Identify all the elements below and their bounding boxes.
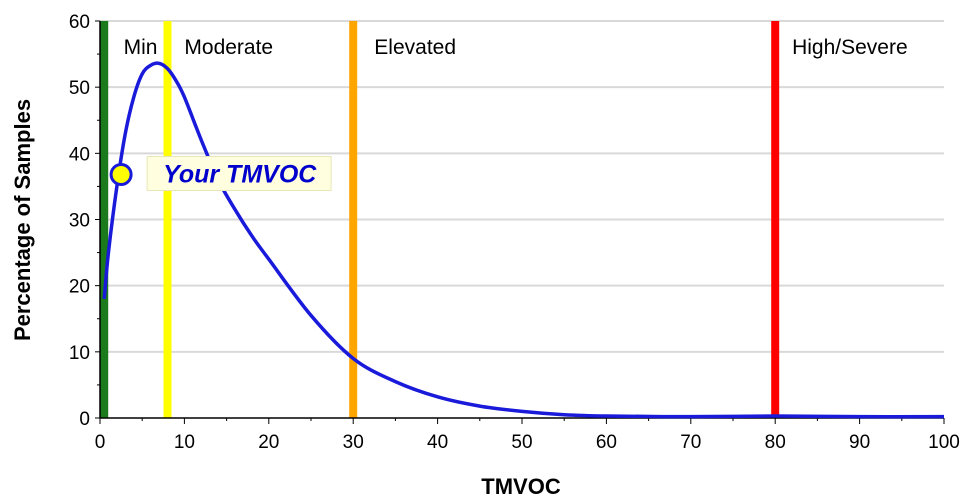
your-tmvoc-marker — [109, 163, 133, 187]
y-tick-label: 30 — [69, 211, 90, 232]
zone-label: Min — [124, 36, 158, 59]
marker-label: Your TMVOC — [163, 161, 317, 189]
zone-label: High/Severe — [792, 36, 908, 59]
x-tick-label: 30 — [343, 432, 364, 453]
series-layer — [102, 61, 945, 419]
x-tick-label: 20 — [258, 432, 279, 453]
zone-labels: Min Moderate Elevated High/Severe — [124, 36, 908, 59]
x-tick-label: 80 — [765, 432, 786, 453]
threshold-lines — [100, 21, 780, 418]
zone-label: Moderate — [184, 36, 273, 59]
y-axis-title: Percentage of Samples — [10, 99, 35, 341]
x-tick-label: 50 — [511, 432, 532, 453]
distribution-curve — [102, 61, 945, 419]
axes: 0 10 20 30 40 50 60 0 10 20 30 40 50 60 70 80 90 100 — [69, 12, 960, 453]
x-tick-label: 60 — [596, 432, 617, 453]
y-tick-label: 40 — [69, 144, 90, 165]
x-tick-label: 90 — [849, 432, 870, 453]
marker-layer: Your TMVOC — [109, 156, 332, 192]
x-axis-title: TMVOC — [481, 474, 561, 499]
y-tick-label: 20 — [69, 277, 90, 298]
y-tick-label: 10 — [69, 343, 90, 364]
x-tick-label: 10 — [174, 432, 195, 453]
y-tick-label: 0 — [79, 409, 90, 430]
x-tick-label: 100 — [928, 432, 960, 453]
x-tick-label: 40 — [427, 432, 448, 453]
x-tick-label: 0 — [95, 432, 106, 453]
y-tick-label: 60 — [69, 12, 90, 33]
marker-label-box — [146, 156, 332, 192]
x-tick-label: 70 — [680, 432, 701, 453]
y-tick-label: 50 — [69, 78, 90, 99]
zone-label: Elevated — [374, 36, 456, 59]
